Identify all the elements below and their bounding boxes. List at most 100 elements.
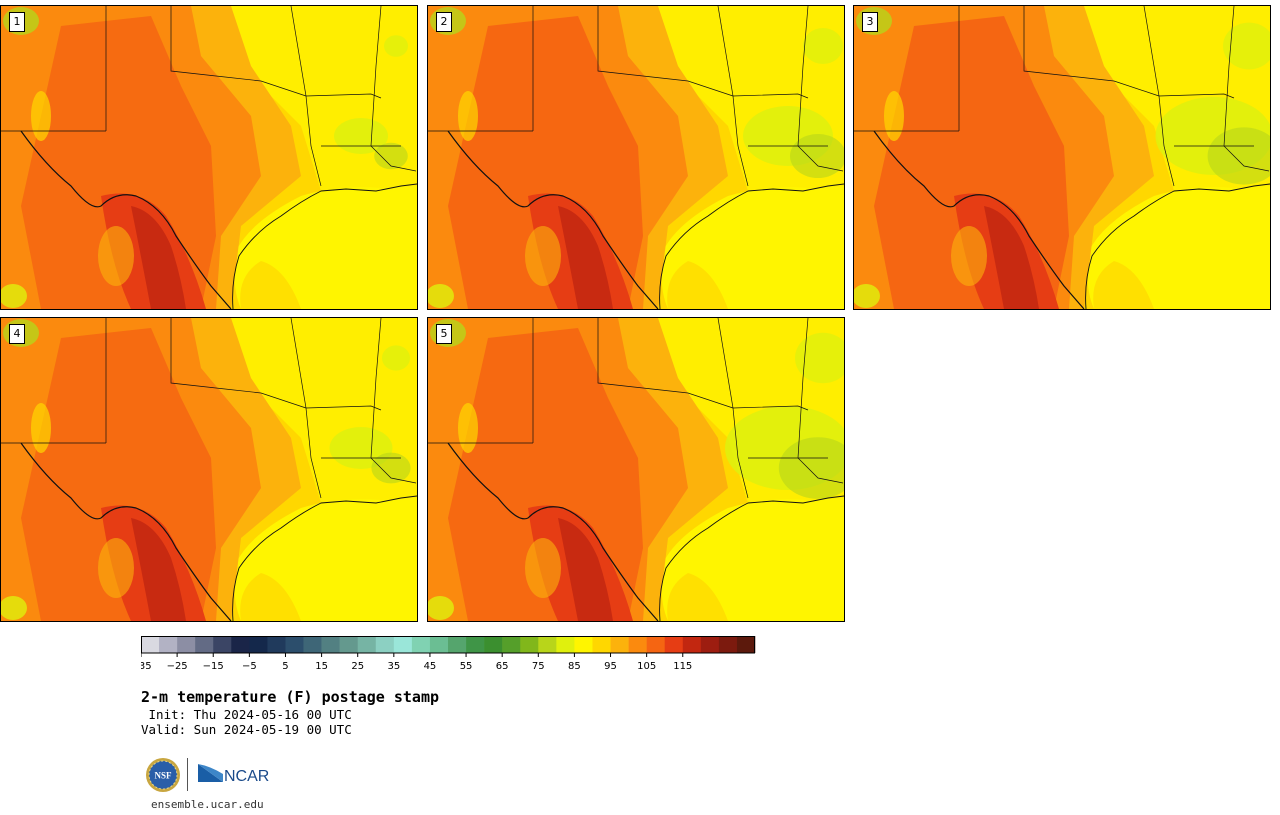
cool-patch [778, 437, 844, 499]
terrain-cool-spot [428, 596, 454, 620]
colorbar-tick-label: 105 [637, 661, 656, 672]
colorbar-swatch [646, 636, 666, 653]
colorbar-tick-label: 95 [604, 661, 617, 672]
coastline [659, 183, 844, 309]
cool-patch [374, 142, 408, 170]
temperature-map-2 [428, 6, 844, 309]
terrain-cool-spot [525, 226, 561, 286]
colorbar-swatch [249, 636, 268, 653]
state-border [305, 405, 382, 411]
international-border [447, 130, 659, 309]
cool-patch [790, 134, 844, 178]
colorbar-tick-label: 115 [673, 661, 692, 672]
cool-patch [384, 35, 408, 57]
colorbar-swatch [177, 636, 196, 653]
colorbar-swatch [538, 636, 557, 653]
state-border [797, 6, 844, 172]
colorbar-tick-label: 25 [351, 661, 364, 672]
international-border [447, 442, 659, 621]
cool-patch [803, 28, 843, 64]
colorbar-swatch [628, 636, 647, 653]
colorbar-tick-label: −15 [203, 661, 224, 672]
colorbar-swatch [484, 636, 503, 653]
colorbar-tick-label: 85 [568, 661, 581, 672]
temperature-map-1 [1, 6, 417, 309]
colorbar-swatch [321, 636, 340, 653]
colorbar-swatch [195, 636, 214, 653]
terrain-cool-spot [525, 538, 561, 598]
colorbar-swatch [213, 636, 232, 653]
logo-divider [187, 758, 188, 791]
terrain-cool-spot [1, 596, 27, 620]
colorbar-swatch [700, 636, 720, 653]
colorbar-swatch [375, 636, 395, 653]
colorbar-tick-label: −25 [167, 661, 188, 672]
international-border [20, 442, 232, 621]
extreme-hot-core [131, 206, 186, 309]
terrain-cool-spot [951, 226, 987, 286]
coastline [1085, 183, 1270, 309]
colorbar-tick-label: −5 [242, 661, 257, 672]
colorbar-swatch [393, 636, 413, 653]
terrain-cool-spot [854, 284, 880, 308]
terrain-cool-spot [458, 403, 478, 453]
stamp-number-5: 5 [436, 324, 452, 344]
stamp-panel-5: 5 [427, 317, 845, 622]
colorbar-swatch [159, 636, 178, 653]
temperature-map-3 [854, 6, 1270, 309]
colorbar-swatch [736, 636, 756, 653]
website-url: ensemble.ucar.edu [151, 798, 264, 811]
colorbar-tick-label: 35 [387, 661, 400, 672]
nsf-logo: NSF [146, 758, 180, 792]
init-time: Init: Thu 2024-05-16 00 UTC [141, 707, 352, 722]
cool-patch [1207, 127, 1270, 185]
coastline [232, 183, 417, 309]
colorbar-swatch [141, 636, 160, 653]
colorbar-frame [141, 636, 755, 654]
stamp-number-2: 2 [436, 12, 452, 32]
state-border [370, 6, 417, 172]
extreme-hot-core [131, 518, 186, 621]
colorbar-tick-label: 15 [315, 661, 328, 672]
colorbar-swatch [574, 636, 593, 653]
stamp-panel-3: 3 [853, 5, 1271, 310]
stamp-panel-1: 1 [0, 5, 418, 310]
terrain-cool-spot [884, 91, 904, 141]
stamp-panel-2: 2 [427, 5, 845, 310]
terrain-cool-spot [1, 284, 27, 308]
stamp-number-3: 3 [862, 12, 878, 32]
nsf-logo-text: NSF [154, 771, 172, 781]
coastline [232, 495, 417, 621]
colorbar-swatch [357, 636, 377, 653]
terrain-cool-spot [98, 538, 134, 598]
state-border [597, 6, 734, 97]
colorbar-tick-label: 45 [424, 661, 437, 672]
state-border [170, 318, 307, 409]
gulf-warm-patch [667, 261, 728, 309]
state-border [597, 318, 734, 409]
colorbar-swatch [682, 636, 702, 653]
colorbar-tick-label: 65 [496, 661, 509, 672]
colorbar-swatch [556, 636, 575, 653]
temperature-map-5 [428, 318, 844, 621]
temperature-map-4 [1, 318, 417, 621]
stamp-number-1: 1 [9, 12, 25, 32]
valid-time: Valid: Sun 2024-05-19 00 UTC [141, 722, 352, 737]
terrain-cool-spot [31, 91, 51, 141]
state-border [305, 93, 382, 99]
extreme-hot-core [558, 206, 613, 309]
cool-patch [795, 332, 844, 384]
state-border [1158, 93, 1235, 99]
ncar-logo: NCAR [198, 764, 269, 785]
cool-patch [371, 452, 411, 484]
extreme-hot-core [558, 518, 613, 621]
coastline [659, 495, 844, 621]
product-title: 2-m temperature (F) postage stamp [141, 688, 440, 706]
terrain-cool-spot [31, 403, 51, 453]
international-border [20, 130, 232, 309]
state-border [1223, 6, 1270, 172]
colorbar-swatch [231, 636, 250, 653]
colorbar-tick-label: 5 [282, 661, 288, 672]
colorbar-swatch [267, 636, 286, 653]
gulf-warm-patch [1093, 261, 1154, 309]
